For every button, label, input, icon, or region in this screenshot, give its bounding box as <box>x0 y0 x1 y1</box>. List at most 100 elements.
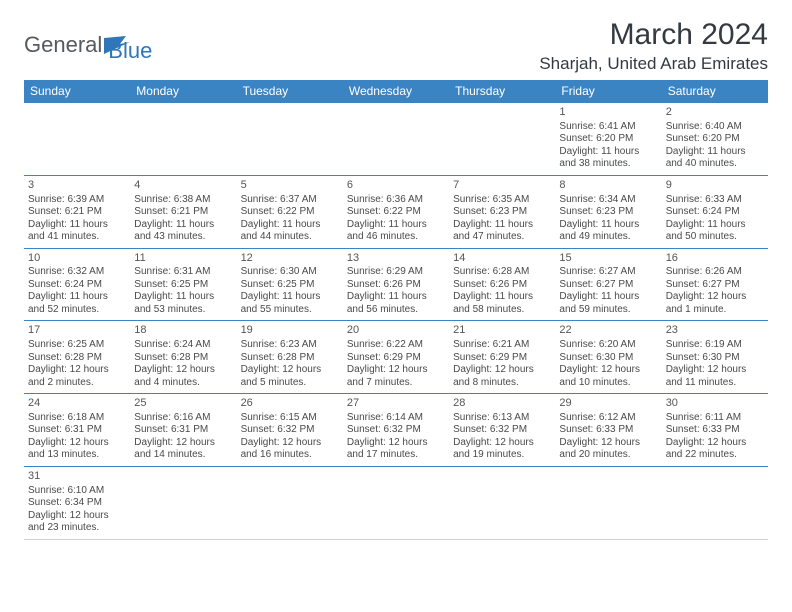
sunset-line: Sunset: 6:21 PM <box>134 206 232 219</box>
sunset-line: Sunset: 6:22 PM <box>347 206 445 219</box>
daylight-line: Daylight: 12 hours and 19 minutes. <box>453 437 551 462</box>
sunrise-line: Sunrise: 6:11 AM <box>666 412 764 425</box>
daylight-line: Daylight: 11 hours and 47 minutes. <box>453 219 551 244</box>
sunset-line: Sunset: 6:31 PM <box>134 424 232 437</box>
sunrise-line: Sunrise: 6:28 AM <box>453 266 551 279</box>
day-number: 17 <box>28 324 126 338</box>
sunset-line: Sunset: 6:23 PM <box>453 206 551 219</box>
month-title: March 2024 <box>539 18 768 52</box>
day-number: 5 <box>241 179 339 193</box>
sunrise-line: Sunrise: 6:22 AM <box>347 339 445 352</box>
sunrise-line: Sunrise: 6:18 AM <box>28 412 126 425</box>
day-cell: 13Sunrise: 6:29 AMSunset: 6:26 PMDayligh… <box>343 248 449 321</box>
calendar-row: 10Sunrise: 6:32 AMSunset: 6:24 PMDayligh… <box>24 248 768 321</box>
daylight-line: Daylight: 12 hours and 23 minutes. <box>28 510 126 535</box>
sunset-line: Sunset: 6:23 PM <box>559 206 657 219</box>
weekday-header: Tuesday <box>237 80 343 103</box>
brand-part1: General <box>24 32 102 58</box>
day-cell: 12Sunrise: 6:30 AMSunset: 6:25 PMDayligh… <box>237 248 343 321</box>
daylight-line: Daylight: 12 hours and 2 minutes. <box>28 364 126 389</box>
sunrise-line: Sunrise: 6:31 AM <box>134 266 232 279</box>
calendar-body: 1Sunrise: 6:41 AMSunset: 6:20 PMDaylight… <box>24 103 768 540</box>
empty-cell <box>237 466 343 539</box>
day-cell: 16Sunrise: 6:26 AMSunset: 6:27 PMDayligh… <box>662 248 768 321</box>
daylight-line: Daylight: 11 hours and 46 minutes. <box>347 219 445 244</box>
day-cell: 25Sunrise: 6:16 AMSunset: 6:31 PMDayligh… <box>130 394 236 467</box>
day-cell: 18Sunrise: 6:24 AMSunset: 6:28 PMDayligh… <box>130 321 236 394</box>
sunrise-line: Sunrise: 6:35 AM <box>453 194 551 207</box>
empty-cell <box>449 466 555 539</box>
daylight-line: Daylight: 11 hours and 56 minutes. <box>347 291 445 316</box>
sunset-line: Sunset: 6:22 PM <box>241 206 339 219</box>
sunrise-line: Sunrise: 6:36 AM <box>347 194 445 207</box>
daylight-line: Daylight: 11 hours and 38 minutes. <box>559 146 657 171</box>
sunset-line: Sunset: 6:31 PM <box>28 424 126 437</box>
weekday-header: Monday <box>130 80 236 103</box>
day-cell: 30Sunrise: 6:11 AMSunset: 6:33 PMDayligh… <box>662 394 768 467</box>
day-number: 2 <box>666 106 764 120</box>
sunset-line: Sunset: 6:24 PM <box>666 206 764 219</box>
sunrise-line: Sunrise: 6:38 AM <box>134 194 232 207</box>
day-number: 8 <box>559 179 657 193</box>
day-number: 22 <box>559 324 657 338</box>
day-number: 3 <box>28 179 126 193</box>
sunrise-line: Sunrise: 6:13 AM <box>453 412 551 425</box>
brand-logo: General Blue <box>24 18 152 58</box>
sunrise-line: Sunrise: 6:24 AM <box>134 339 232 352</box>
sunset-line: Sunset: 6:20 PM <box>666 133 764 146</box>
day-number: 26 <box>241 397 339 411</box>
day-cell: 10Sunrise: 6:32 AMSunset: 6:24 PMDayligh… <box>24 248 130 321</box>
sunrise-line: Sunrise: 6:19 AM <box>666 339 764 352</box>
sunset-line: Sunset: 6:29 PM <box>347 352 445 365</box>
title-block: March 2024 Sharjah, United Arab Emirates <box>539 18 768 74</box>
day-cell: 20Sunrise: 6:22 AMSunset: 6:29 PMDayligh… <box>343 321 449 394</box>
daylight-line: Daylight: 12 hours and 4 minutes. <box>134 364 232 389</box>
empty-cell <box>449 103 555 176</box>
brand-part2: Blue <box>108 38 152 64</box>
day-number: 20 <box>347 324 445 338</box>
daylight-line: Daylight: 11 hours and 41 minutes. <box>28 219 126 244</box>
daylight-line: Daylight: 11 hours and 53 minutes. <box>134 291 232 316</box>
day-cell: 5Sunrise: 6:37 AMSunset: 6:22 PMDaylight… <box>237 175 343 248</box>
sunset-line: Sunset: 6:27 PM <box>559 279 657 292</box>
day-cell: 6Sunrise: 6:36 AMSunset: 6:22 PMDaylight… <box>343 175 449 248</box>
day-number: 13 <box>347 252 445 266</box>
daylight-line: Daylight: 11 hours and 52 minutes. <box>28 291 126 316</box>
day-cell: 23Sunrise: 6:19 AMSunset: 6:30 PMDayligh… <box>662 321 768 394</box>
calendar-row: 17Sunrise: 6:25 AMSunset: 6:28 PMDayligh… <box>24 321 768 394</box>
day-number: 10 <box>28 252 126 266</box>
day-number: 31 <box>28 470 126 484</box>
sunset-line: Sunset: 6:30 PM <box>666 352 764 365</box>
sunrise-line: Sunrise: 6:26 AM <box>666 266 764 279</box>
sunrise-line: Sunrise: 6:40 AM <box>666 121 764 134</box>
sunset-line: Sunset: 6:26 PM <box>453 279 551 292</box>
day-number: 6 <box>347 179 445 193</box>
calendar-table: SundayMondayTuesdayWednesdayThursdayFrid… <box>24 80 768 540</box>
calendar-head: SundayMondayTuesdayWednesdayThursdayFrid… <box>24 80 768 103</box>
daylight-line: Daylight: 11 hours and 40 minutes. <box>666 146 764 171</box>
header: General Blue March 2024 Sharjah, United … <box>24 18 768 74</box>
daylight-line: Daylight: 11 hours and 44 minutes. <box>241 219 339 244</box>
sunrise-line: Sunrise: 6:25 AM <box>28 339 126 352</box>
sunrise-line: Sunrise: 6:41 AM <box>559 121 657 134</box>
day-cell: 19Sunrise: 6:23 AMSunset: 6:28 PMDayligh… <box>237 321 343 394</box>
empty-cell <box>343 466 449 539</box>
day-number: 28 <box>453 397 551 411</box>
day-number: 15 <box>559 252 657 266</box>
day-cell: 3Sunrise: 6:39 AMSunset: 6:21 PMDaylight… <box>24 175 130 248</box>
sunset-line: Sunset: 6:28 PM <box>241 352 339 365</box>
empty-cell <box>662 466 768 539</box>
sunrise-line: Sunrise: 6:29 AM <box>347 266 445 279</box>
calendar-row: 31Sunrise: 6:10 AMSunset: 6:34 PMDayligh… <box>24 466 768 539</box>
day-number: 21 <box>453 324 551 338</box>
day-number: 23 <box>666 324 764 338</box>
day-number: 19 <box>241 324 339 338</box>
sunset-line: Sunset: 6:33 PM <box>666 424 764 437</box>
weekday-header: Friday <box>555 80 661 103</box>
day-cell: 24Sunrise: 6:18 AMSunset: 6:31 PMDayligh… <box>24 394 130 467</box>
weekday-header: Wednesday <box>343 80 449 103</box>
day-cell: 2Sunrise: 6:40 AMSunset: 6:20 PMDaylight… <box>662 103 768 176</box>
sunset-line: Sunset: 6:28 PM <box>28 352 126 365</box>
day-cell: 21Sunrise: 6:21 AMSunset: 6:29 PMDayligh… <box>449 321 555 394</box>
sunset-line: Sunset: 6:32 PM <box>241 424 339 437</box>
